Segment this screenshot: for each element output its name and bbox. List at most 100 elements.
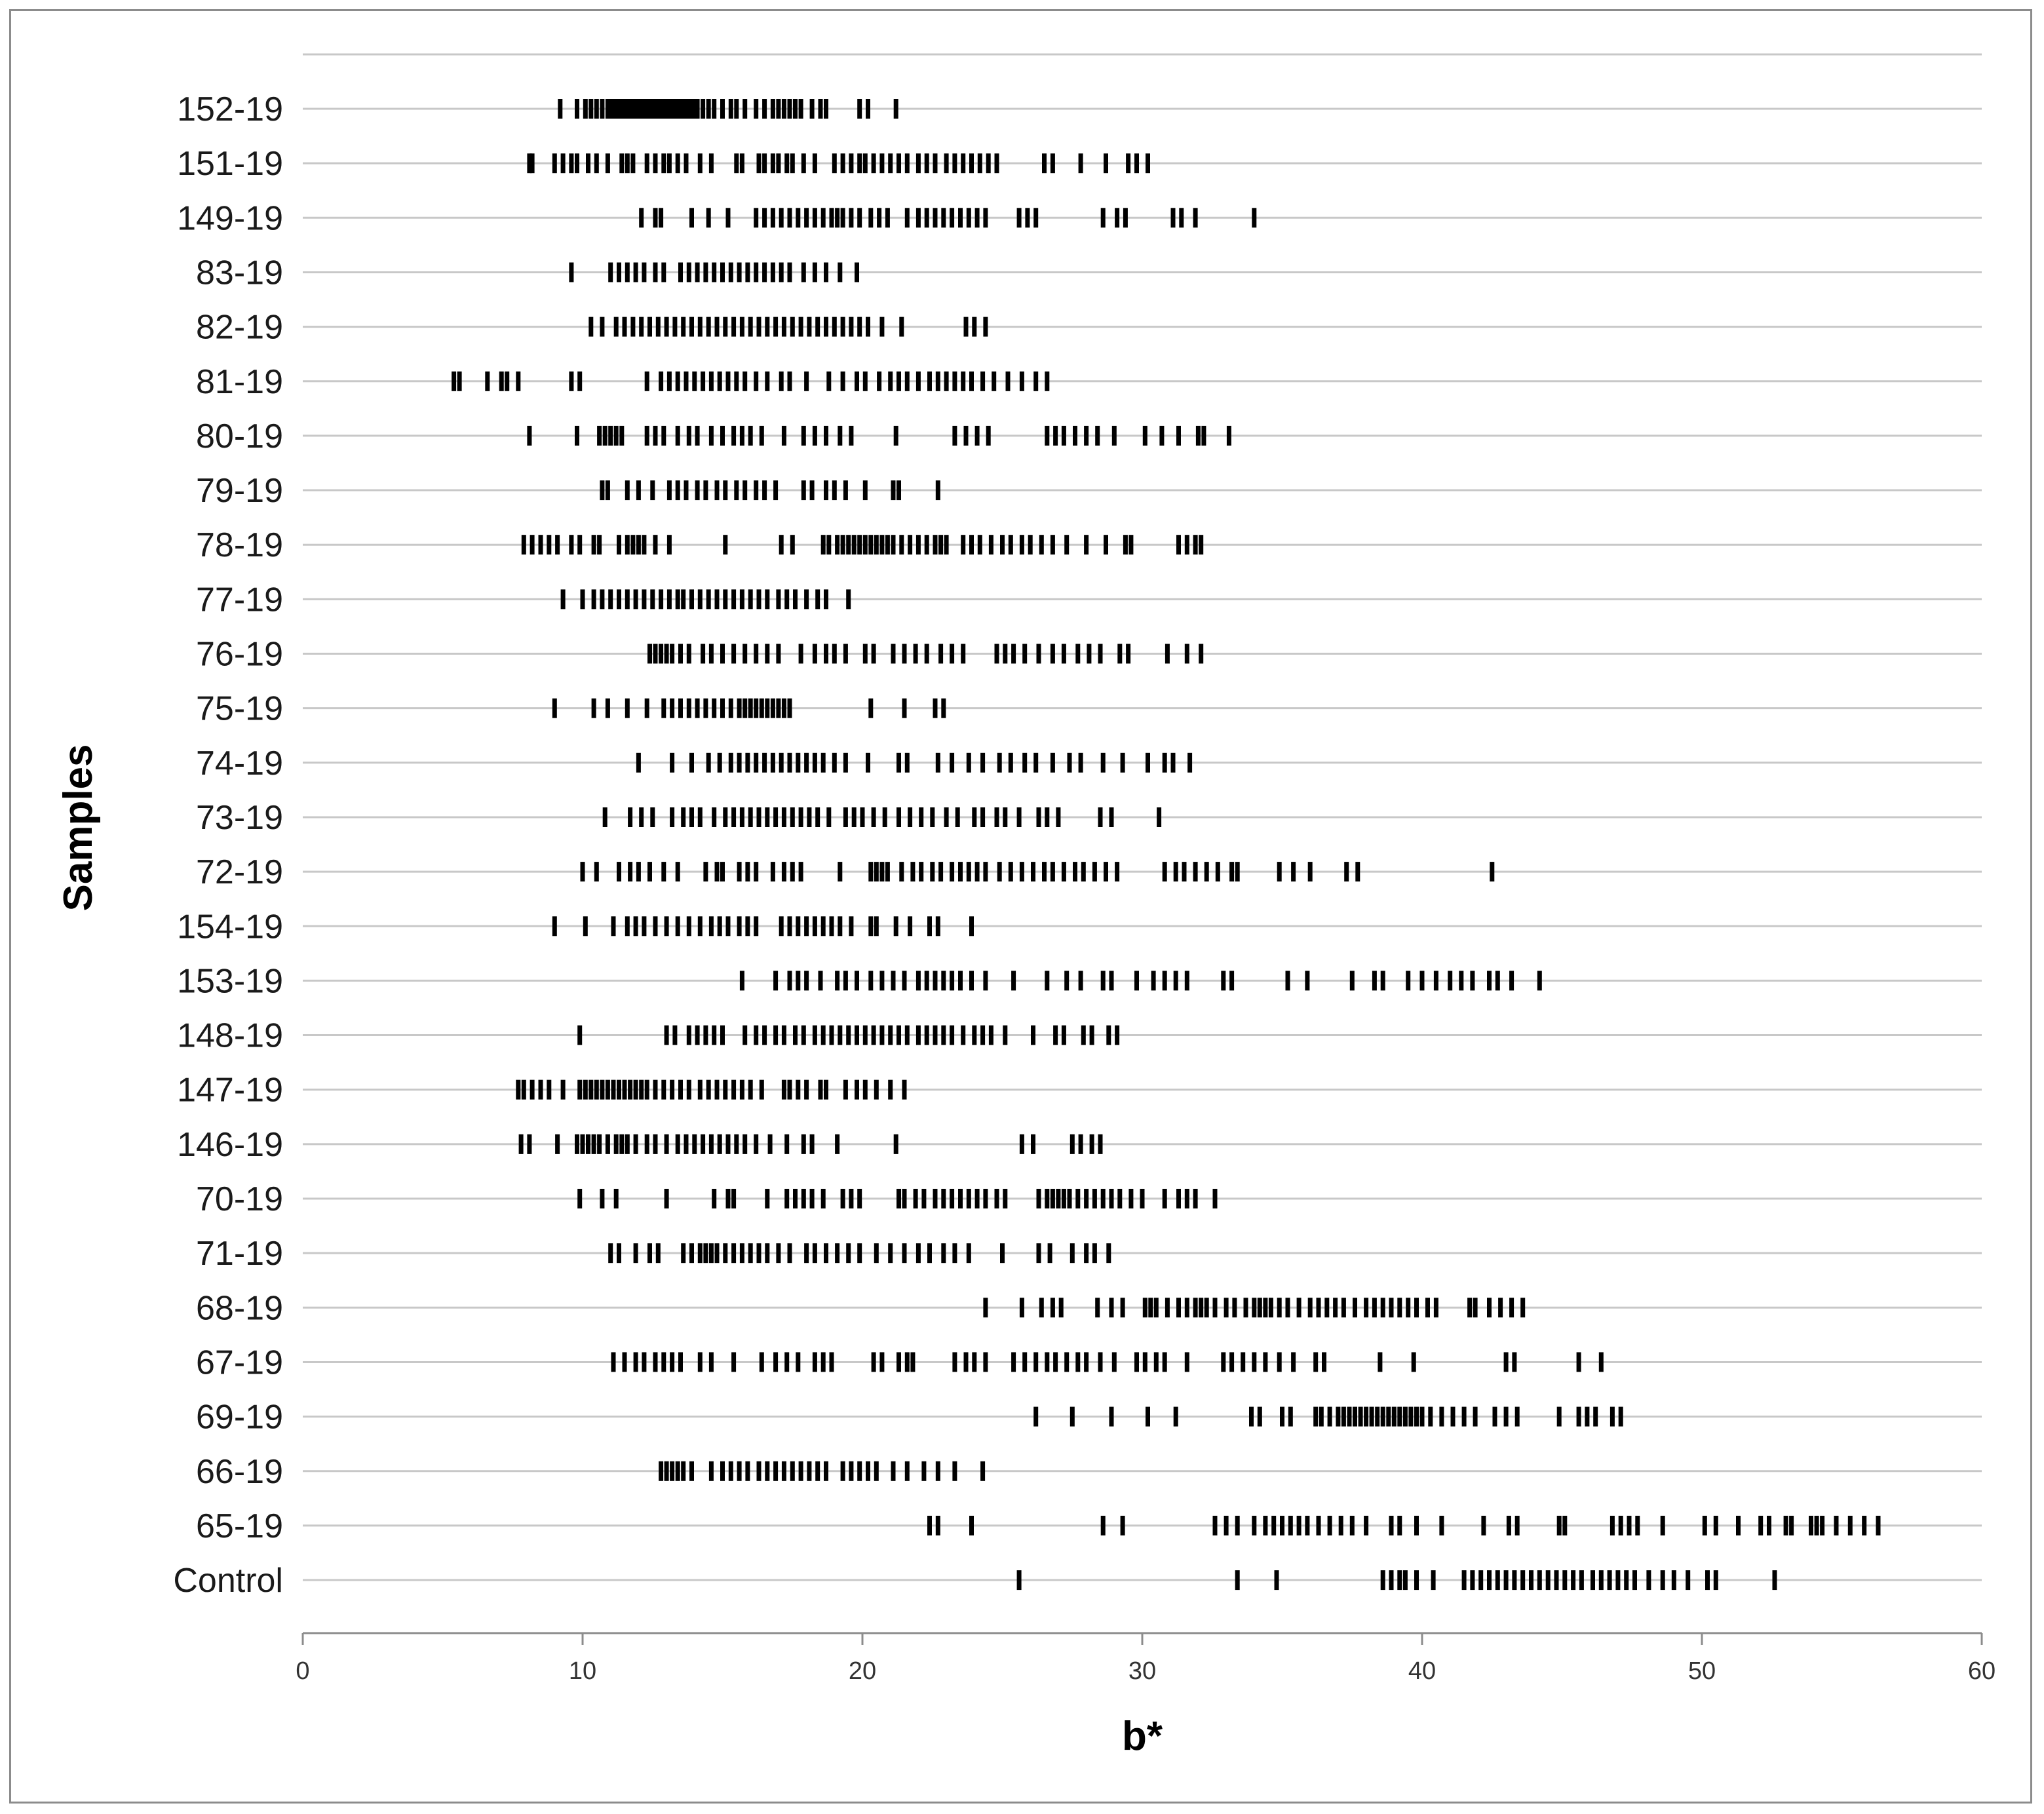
data-point	[684, 371, 689, 391]
data-point	[742, 99, 748, 119]
data-point	[1033, 1406, 1039, 1427]
data-point	[1277, 862, 1282, 882]
data-point	[986, 153, 991, 174]
data-point	[695, 99, 700, 119]
data-point	[1307, 1298, 1313, 1318]
data-point	[966, 862, 971, 882]
data-point	[1126, 644, 1131, 664]
data-point	[1353, 1406, 1357, 1427]
data-point	[779, 208, 784, 228]
data-point	[1081, 862, 1086, 882]
category-label: 74-19	[196, 744, 283, 782]
data-point	[972, 1025, 977, 1045]
data-point	[1098, 1134, 1103, 1154]
data-point	[779, 262, 784, 282]
data-point	[712, 1189, 717, 1208]
data-point	[927, 371, 932, 391]
data-point	[1288, 1406, 1293, 1427]
data-point	[1285, 1298, 1290, 1318]
data-point	[650, 99, 655, 119]
data-point	[739, 1079, 744, 1100]
data-point	[723, 480, 728, 501]
data-point	[1380, 1298, 1385, 1318]
data-point	[1146, 752, 1150, 773]
data-point	[972, 1352, 977, 1372]
data-point	[739, 807, 744, 827]
data-point	[862, 1079, 868, 1100]
data-point	[784, 589, 790, 609]
data-point	[1100, 752, 1106, 773]
data-point	[692, 1134, 697, 1154]
data-point	[820, 1189, 826, 1208]
data-point	[594, 1079, 599, 1100]
data-point	[893, 1134, 898, 1154]
data-point	[1495, 1570, 1500, 1591]
data-point	[804, 916, 809, 936]
data-point	[580, 1134, 585, 1154]
data-point	[972, 807, 977, 827]
data-point	[888, 1243, 893, 1264]
data-point	[608, 262, 613, 282]
data-point	[988, 1025, 993, 1045]
data-point	[843, 480, 848, 501]
data-point	[742, 698, 748, 718]
data-point	[577, 1189, 583, 1208]
data-point	[787, 208, 792, 228]
data-point	[675, 862, 680, 882]
data-point	[855, 971, 859, 991]
data-point	[1109, 807, 1114, 827]
data-point	[1182, 862, 1187, 882]
category-label: 65-19	[196, 1507, 283, 1545]
data-point	[686, 644, 691, 664]
data-point	[723, 807, 728, 827]
data-point	[924, 153, 929, 174]
data-point	[530, 1079, 535, 1100]
category-label: 83-19	[196, 254, 283, 292]
data-point	[1003, 1025, 1008, 1045]
data-point	[1089, 1025, 1094, 1045]
chart-frame	[9, 9, 2032, 1804]
data-point	[1106, 1025, 1111, 1045]
data-point	[1106, 1243, 1111, 1264]
data-point	[1011, 1352, 1016, 1372]
data-point	[586, 1134, 590, 1154]
data-point	[739, 971, 744, 991]
data-point	[1772, 1570, 1777, 1591]
data-point	[1408, 1406, 1414, 1427]
x-axis: 0 10 20 30 40 50 60	[296, 1632, 1996, 1685]
data-point	[1033, 1352, 1039, 1372]
data-point	[720, 698, 725, 718]
data-point	[855, 1025, 859, 1045]
data-point	[647, 317, 652, 337]
data-point	[812, 262, 817, 282]
data-point	[798, 644, 803, 664]
data-point	[1263, 1298, 1268, 1318]
data-point	[1016, 1570, 1022, 1591]
data-point	[868, 916, 874, 936]
data-point	[1736, 1515, 1741, 1535]
data-point	[849, 916, 854, 936]
data-point	[1495, 971, 1500, 991]
data-point	[1073, 862, 1077, 882]
data-point	[588, 317, 594, 337]
data-point	[686, 1025, 691, 1045]
data-point	[1050, 535, 1055, 555]
data-point	[916, 1243, 921, 1264]
data-point	[1047, 1243, 1052, 1264]
data-point	[826, 535, 832, 555]
data-point	[625, 480, 630, 501]
data-point	[1789, 1515, 1794, 1535]
category-label: 80-19	[196, 417, 283, 455]
data-point	[1126, 153, 1131, 174]
data-point	[1313, 1352, 1319, 1372]
data-point	[1075, 1189, 1081, 1208]
data-point	[1092, 1243, 1097, 1264]
data-point	[600, 1079, 605, 1100]
data-point	[739, 317, 744, 337]
data-point	[636, 99, 641, 119]
data-point	[1271, 1515, 1277, 1535]
x-tick-label: 60	[1968, 1657, 1996, 1685]
data-point	[862, 153, 868, 174]
data-point	[655, 317, 661, 337]
data-point	[516, 371, 521, 391]
